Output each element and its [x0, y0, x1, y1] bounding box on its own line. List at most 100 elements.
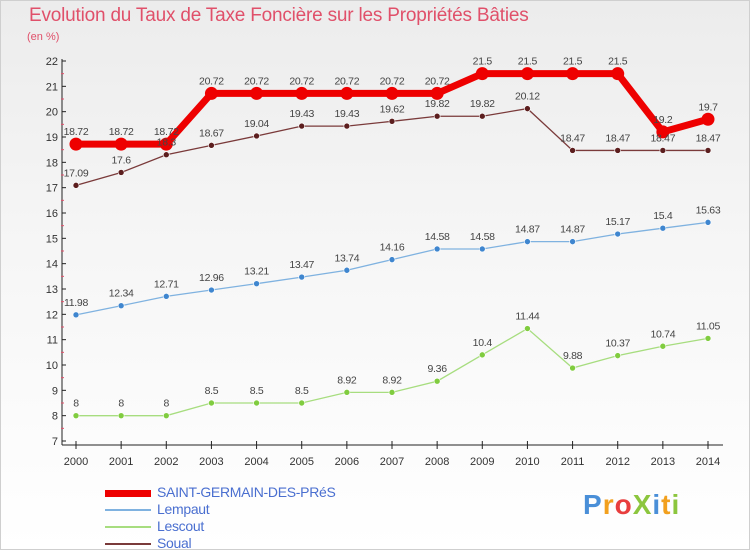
data-label: 11.44: [515, 311, 539, 323]
data-label: 9.88: [563, 350, 583, 362]
x-tick-label: 2007: [380, 456, 404, 468]
data-label: 14.58: [470, 231, 495, 243]
y-tick-label: 13: [46, 284, 58, 296]
x-tick-label: 2003: [199, 456, 223, 468]
y-tick-label: 9: [52, 385, 58, 397]
data-label: 20.72: [199, 75, 224, 87]
x-tick-label: 2013: [651, 456, 675, 468]
series-line-1: [75, 221, 709, 316]
data-point: [704, 147, 712, 154]
data-point: [524, 238, 531, 245]
data-point: [611, 67, 625, 81]
data-point: [208, 142, 215, 149]
legend-label: Lempaut: [157, 501, 210, 517]
logo-letter: r: [602, 489, 615, 520]
legend-swatch: [105, 509, 151, 511]
data-label: 19.43: [334, 108, 359, 120]
y-tick-label: 15: [46, 233, 58, 245]
data-point: [69, 137, 83, 151]
y-tick-label: 21: [46, 81, 58, 93]
data-label: 19.62: [380, 103, 405, 115]
data-point: [701, 112, 715, 126]
data-point: [433, 245, 441, 253]
x-tick-label: 2005: [289, 456, 313, 468]
data-point: [614, 147, 622, 154]
data-label: 20.72: [425, 75, 450, 87]
data-label: 18.72: [154, 126, 179, 138]
data-label: 18.47: [650, 132, 675, 144]
legend-label: Lescout: [157, 518, 204, 534]
y-tick-label: 11: [47, 335, 58, 347]
proxiti-logo: ProXiti: [583, 489, 680, 521]
legend-label: Soual: [157, 535, 192, 551]
data-label: 18.72: [64, 126, 89, 138]
data-label: 11.05: [696, 320, 720, 332]
data-label: 20.72: [380, 75, 405, 87]
data-point: [204, 86, 218, 100]
data-label: 9.36: [428, 363, 448, 375]
data-label: 10.74: [650, 328, 675, 340]
y-tick-label: 16: [46, 208, 58, 220]
data-point: [250, 86, 264, 100]
data-point: [704, 219, 712, 226]
data-label: 18.72: [109, 126, 134, 138]
data-point: [114, 137, 128, 151]
data-label: 11.98: [64, 297, 88, 309]
data-point: [298, 399, 306, 407]
data-label: 14.58: [425, 231, 450, 243]
data-point: [478, 112, 486, 120]
data-point: [162, 293, 170, 300]
data-point: [569, 364, 576, 372]
data-label: 21.5: [563, 56, 583, 68]
data-point: [475, 67, 489, 81]
data-label: 13.74: [334, 252, 359, 264]
legend-swatch: [105, 489, 151, 497]
data-label: 17.09: [64, 167, 89, 179]
legend-label: SAINT-GERMAIN-DES-PRéS: [157, 484, 336, 500]
data-point: [659, 147, 667, 154]
data-point: [433, 112, 441, 120]
logo-letter: P: [583, 489, 603, 520]
data-point: [343, 389, 351, 396]
data-label: 8.5: [295, 385, 309, 397]
x-tick-label: 2000: [64, 456, 88, 468]
data-label: 14.16: [380, 242, 405, 254]
data-point: [388, 117, 396, 125]
data-point: [614, 230, 622, 238]
data-point: [520, 67, 534, 81]
y-tick-label: 10: [46, 360, 58, 372]
x-tick-label: 2010: [515, 456, 539, 468]
data-point: [478, 245, 486, 253]
data-label: 20.12: [515, 91, 540, 103]
data-label: 14.87: [515, 224, 540, 236]
data-label: 8.5: [250, 385, 264, 397]
logo-letter: o: [614, 489, 633, 520]
data-point: [72, 311, 80, 319]
data-label: 19.43: [289, 108, 314, 120]
data-label: 15.63: [696, 204, 721, 216]
data-label: 8.5: [205, 385, 219, 397]
y-tick-label: 17: [46, 183, 58, 195]
data-label: 15.17: [605, 216, 630, 228]
y-tick-label: 22: [46, 56, 58, 68]
data-point: [656, 125, 670, 139]
data-point: [253, 280, 260, 287]
data-point: [524, 105, 531, 112]
data-point: [159, 137, 173, 151]
legend-swatch: [105, 543, 151, 545]
data-point: [162, 412, 170, 419]
data-label: 21.5: [518, 56, 538, 68]
data-point: [566, 67, 580, 81]
data-label: 18.3: [157, 137, 177, 149]
data-point: [295, 86, 309, 100]
logo-letter: t: [661, 489, 672, 520]
data-label: 20.72: [334, 75, 359, 87]
x-tick-label: 2004: [244, 456, 268, 468]
data-point: [343, 266, 351, 274]
data-point: [117, 412, 125, 419]
logo-letter: X: [632, 489, 653, 520]
x-tick-label: 2009: [470, 456, 494, 468]
data-label: 19.2: [653, 114, 673, 126]
data-point: [524, 325, 531, 332]
data-label: 19.82: [425, 98, 450, 110]
